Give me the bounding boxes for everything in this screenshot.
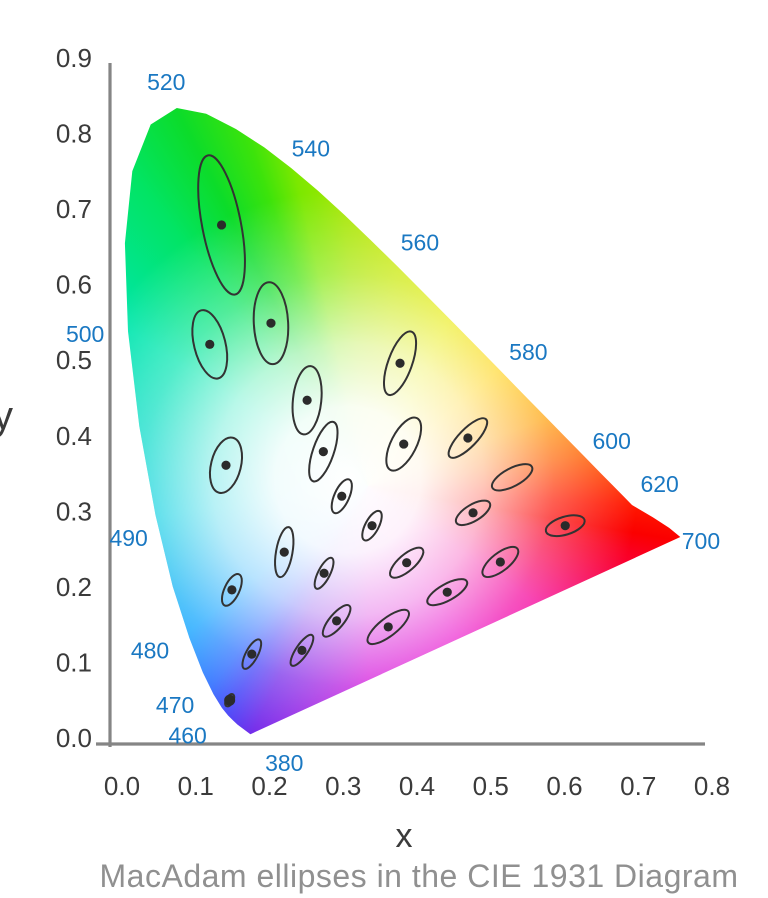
y-tick-label-0.7: 0.7 <box>56 194 92 224</box>
ellipse-center-dot-12 <box>560 521 570 531</box>
ellipse-center-dot-20 <box>227 585 237 595</box>
ellipse-center-dot-25 <box>224 694 236 706</box>
y-tick-label-0.3: 0.3 <box>56 496 92 526</box>
ellipse-center-dot-23 <box>332 616 342 626</box>
wavelength-label-540: 540 <box>292 136 330 162</box>
macadam-ellipse-20 <box>220 573 243 607</box>
macadam-ellipse-5 <box>208 436 244 494</box>
macadam-ellipse-22 <box>289 633 315 667</box>
ellipse-center-dot-9 <box>463 433 473 443</box>
macadam-ellipse-11 <box>454 499 492 527</box>
ellipse-center-dot-2 <box>205 339 215 349</box>
macadam-ellipse-3 <box>252 281 290 366</box>
macadam-ellipse-13 <box>481 545 520 579</box>
ellipse-center-dot-14 <box>337 491 347 501</box>
x-tick-label-0.1: 0.1 <box>178 771 214 801</box>
macadam-ellipse-18 <box>389 546 425 579</box>
ellipse-center-dot-5 <box>221 460 231 470</box>
ellipse-center-dot-21 <box>247 649 257 659</box>
y-axis-label: y <box>0 394 13 438</box>
macadam-ellipse-10 <box>490 463 534 492</box>
macadam-ellipse-8 <box>385 416 423 472</box>
ellipse-center-dot-22 <box>297 645 307 655</box>
macadam-ellipse-23 <box>321 604 352 638</box>
x-tick-label-0.8: 0.8 <box>694 771 730 801</box>
macadam-ellipse-4 <box>291 365 323 436</box>
macadam-ellipse-17 <box>313 556 335 590</box>
x-tick-label-0.4: 0.4 <box>399 771 435 801</box>
wavelength-label-560: 560 <box>401 229 439 255</box>
macadam-ellipse-9 <box>447 417 489 459</box>
ellipse-center-dot-6 <box>318 447 328 457</box>
y-tick-label-0.0: 0.0 <box>56 723 92 753</box>
macadam-ellipse-1 <box>197 154 246 296</box>
y-tick-label-0.1: 0.1 <box>56 647 92 677</box>
x-tick-label-0.2: 0.2 <box>251 771 287 801</box>
ellipse-center-dot-17 <box>319 568 329 578</box>
ellipse-center-dot-13 <box>495 557 505 567</box>
y-tick-label-0.5: 0.5 <box>56 345 92 375</box>
ellipse-center-dot-8 <box>399 439 409 449</box>
x-tick-label-0.0: 0.0 <box>104 771 140 801</box>
ellipse-center-dot-19 <box>442 587 452 597</box>
macadam-ellipse-15 <box>361 509 383 542</box>
macadam-ellipse-16 <box>274 526 295 579</box>
wavelength-label-490: 490 <box>109 525 147 551</box>
macadam-ellipse-7 <box>382 330 418 397</box>
x-tick-label-0.7: 0.7 <box>620 771 656 801</box>
wavelength-label-520: 520 <box>147 69 185 95</box>
wavelength-label-580: 580 <box>509 339 547 365</box>
y-tick-label-0.4: 0.4 <box>56 421 92 451</box>
ellipse-center-dot-3 <box>266 318 276 328</box>
x-axis-label: x <box>396 817 413 855</box>
macadam-ellipse-24 <box>366 608 410 646</box>
macadam-ellipse-6 <box>308 420 339 483</box>
macadam-ellipse-21 <box>241 638 263 670</box>
macadam-ellipse-2 <box>191 309 229 380</box>
macadam-ellipse-12 <box>544 514 586 538</box>
wavelength-label-480: 480 <box>131 637 169 663</box>
ellipse-center-dot-24 <box>383 622 393 632</box>
ellipse-center-dot-16 <box>279 547 289 557</box>
y-tick-label-0.9: 0.9 <box>56 43 92 73</box>
wavelength-label-500: 500 <box>66 321 104 347</box>
wavelength-label-460: 460 <box>168 723 206 749</box>
ellipse-center-dot-4 <box>302 395 312 405</box>
wavelength-label-380: 380 <box>265 750 303 776</box>
caption: MacAdam ellipses in the CIE 1931 Diagram <box>99 858 739 894</box>
y-tick-label-0.8: 0.8 <box>56 119 92 149</box>
ellipse-center-dot-1 <box>216 220 227 230</box>
wavelength-label-620: 620 <box>640 471 678 497</box>
wavelength-label-470: 470 <box>156 692 194 718</box>
ellipse-center-dot-11 <box>468 508 478 518</box>
ellipse-center-dot-15 <box>367 521 377 531</box>
x-tick-label-0.3: 0.3 <box>325 771 361 801</box>
ellipse-center-dot-18 <box>402 558 412 568</box>
x-tick-label-0.6: 0.6 <box>546 771 582 801</box>
macadam-ellipse-19 <box>426 578 469 607</box>
wavelength-label-700: 700 <box>682 528 720 554</box>
ellipse-center-dot-7 <box>395 358 405 368</box>
wavelength-label-600: 600 <box>593 428 631 454</box>
macadam-ellipse-14 <box>330 478 353 515</box>
x-tick-label-0.5: 0.5 <box>473 771 509 801</box>
y-tick-label-0.6: 0.6 <box>56 270 92 300</box>
y-tick-label-0.2: 0.2 <box>56 572 92 602</box>
